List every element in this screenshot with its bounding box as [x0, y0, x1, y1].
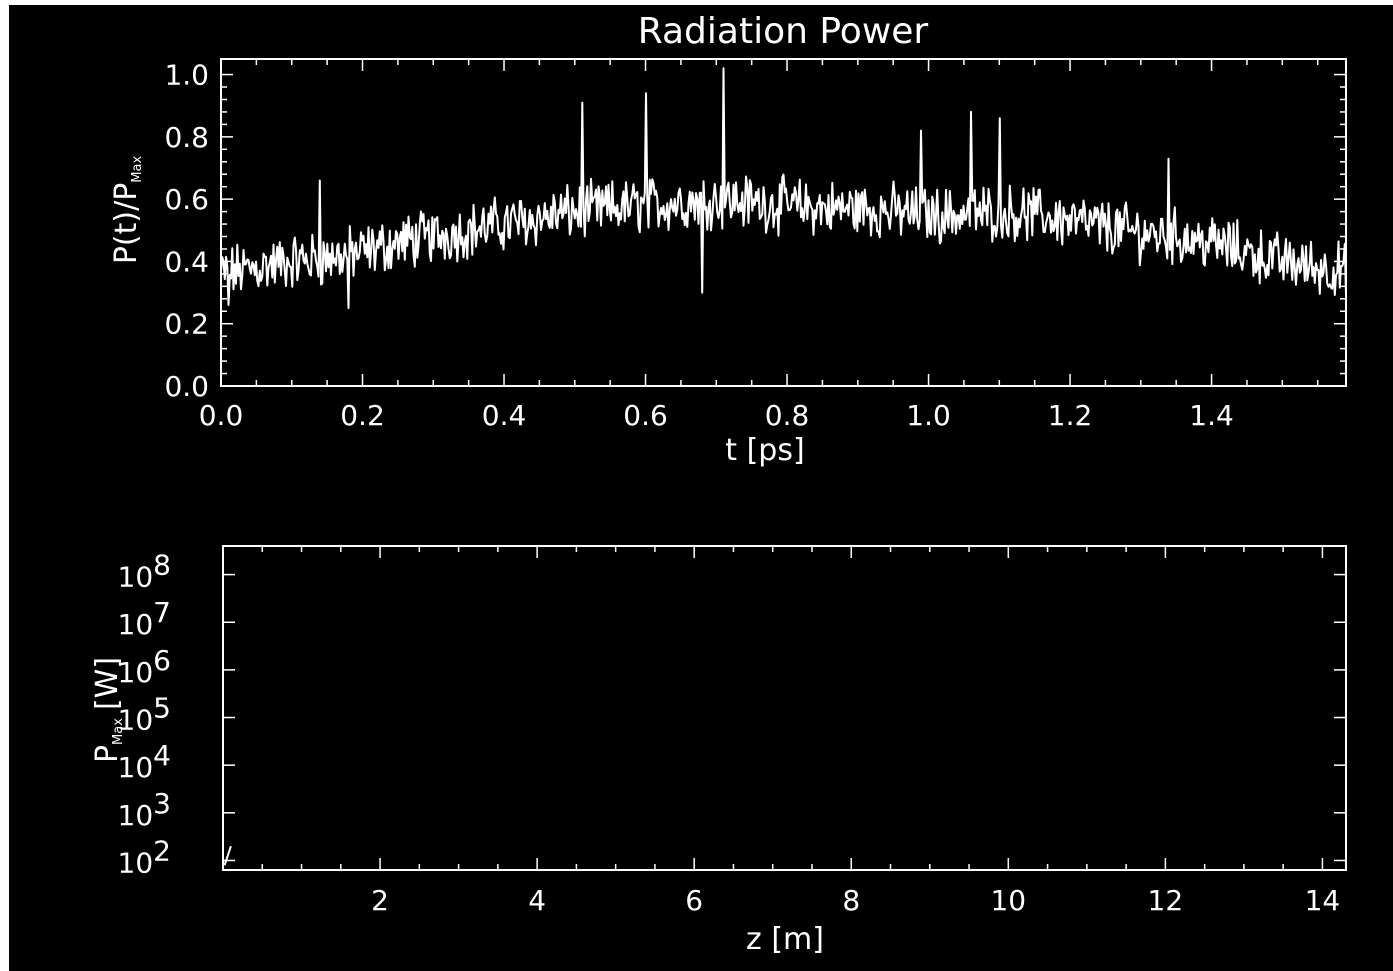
bottom-y-tick-label: 104 [118, 739, 171, 784]
pmax-line [223, 845, 232, 866]
bottom-y-axis-label: PMax [W] [90, 657, 126, 763]
top-x-tick-label: 0.8 [765, 399, 810, 432]
top-x-tick-label: 1.4 [1189, 399, 1234, 432]
bottom-y-tick-label: 107 [118, 596, 171, 641]
bottom-x-tick-label: 6 [685, 884, 703, 917]
top-axis-ticks [220, 59, 1346, 387]
bottom-x-tick-label: 10 [990, 884, 1026, 917]
top-y-tick-label: 0.6 [164, 183, 209, 216]
bottom-x-tick-label: 14 [1305, 884, 1341, 917]
bottom-y-tick-label: 108 [118, 549, 171, 594]
bottom-y-tick-label: 103 [118, 787, 171, 832]
radiation-power-series [220, 67, 1347, 310]
top-y-axis-label: P(t)/PMax [109, 156, 145, 265]
bottom-y-tick-label: 102 [118, 834, 171, 879]
chart-title: Radiation Power [638, 11, 929, 52]
figure-background [9, 5, 1393, 971]
top-y-label-subscript: Max [130, 156, 145, 183]
top-y-tick-label: 0.4 [164, 245, 209, 278]
bottom-y-label-main: P [90, 745, 125, 763]
top-y-label-main: P(t)/P [109, 183, 144, 264]
top-y-tick-label: 0.0 [164, 370, 209, 403]
bottom-x-tick-label: 12 [1148, 884, 1184, 917]
bottom-y-tick-label: 106 [118, 644, 171, 689]
top-y-tick-label: 0.2 [164, 308, 209, 341]
bottom-x-tick-label: 2 [371, 884, 389, 917]
top-x-tick-label: 0.6 [623, 399, 668, 432]
top-y-axis-label-text: P(t)/PMax [109, 156, 145, 265]
bottom-y-label-unit: [W] [90, 657, 125, 710]
top-x-tick-label: 1.0 [906, 399, 951, 432]
bottom-x-tick-label: 4 [528, 884, 546, 917]
top-plot-frame [220, 58, 1347, 387]
top-x-tick-label: 1.2 [1048, 399, 1093, 432]
figure-canvas: Radiation Power 0.0 0.2 0.4 0.6 0.8 1.0 1.2 1.4… [9, 5, 1393, 971]
bottom-y-tick-label: 105 [118, 692, 171, 737]
bottom-plot-frame [222, 545, 1347, 871]
bottom-x-tick-label: 8 [842, 884, 860, 917]
radiation-power-line [220, 67, 1347, 310]
top-y-tick-label: 0.8 [164, 121, 209, 154]
pmax-series [223, 845, 232, 866]
top-x-tick-label: 0.0 [199, 399, 244, 432]
top-axis-tick-labels: 0.0 0.2 0.4 0.6 0.8 1.0 1.2 1.4 0.0 0.2 0.4 0.6 0.8 1… [164, 59, 1233, 432]
top-x-tick-label: 0.2 [340, 399, 385, 432]
bottom-y-axis-label-text: PMax [W] [90, 657, 126, 763]
top-y-tick-label: 1.0 [164, 59, 209, 92]
bottom-y-label-subscript: Max [111, 718, 126, 745]
bottom-axis-ticks [223, 546, 1346, 870]
bottom-x-axis-label: z [m] [746, 922, 824, 957]
top-x-tick-label: 0.4 [482, 399, 527, 432]
top-x-axis-label: t [ps] [725, 433, 804, 468]
